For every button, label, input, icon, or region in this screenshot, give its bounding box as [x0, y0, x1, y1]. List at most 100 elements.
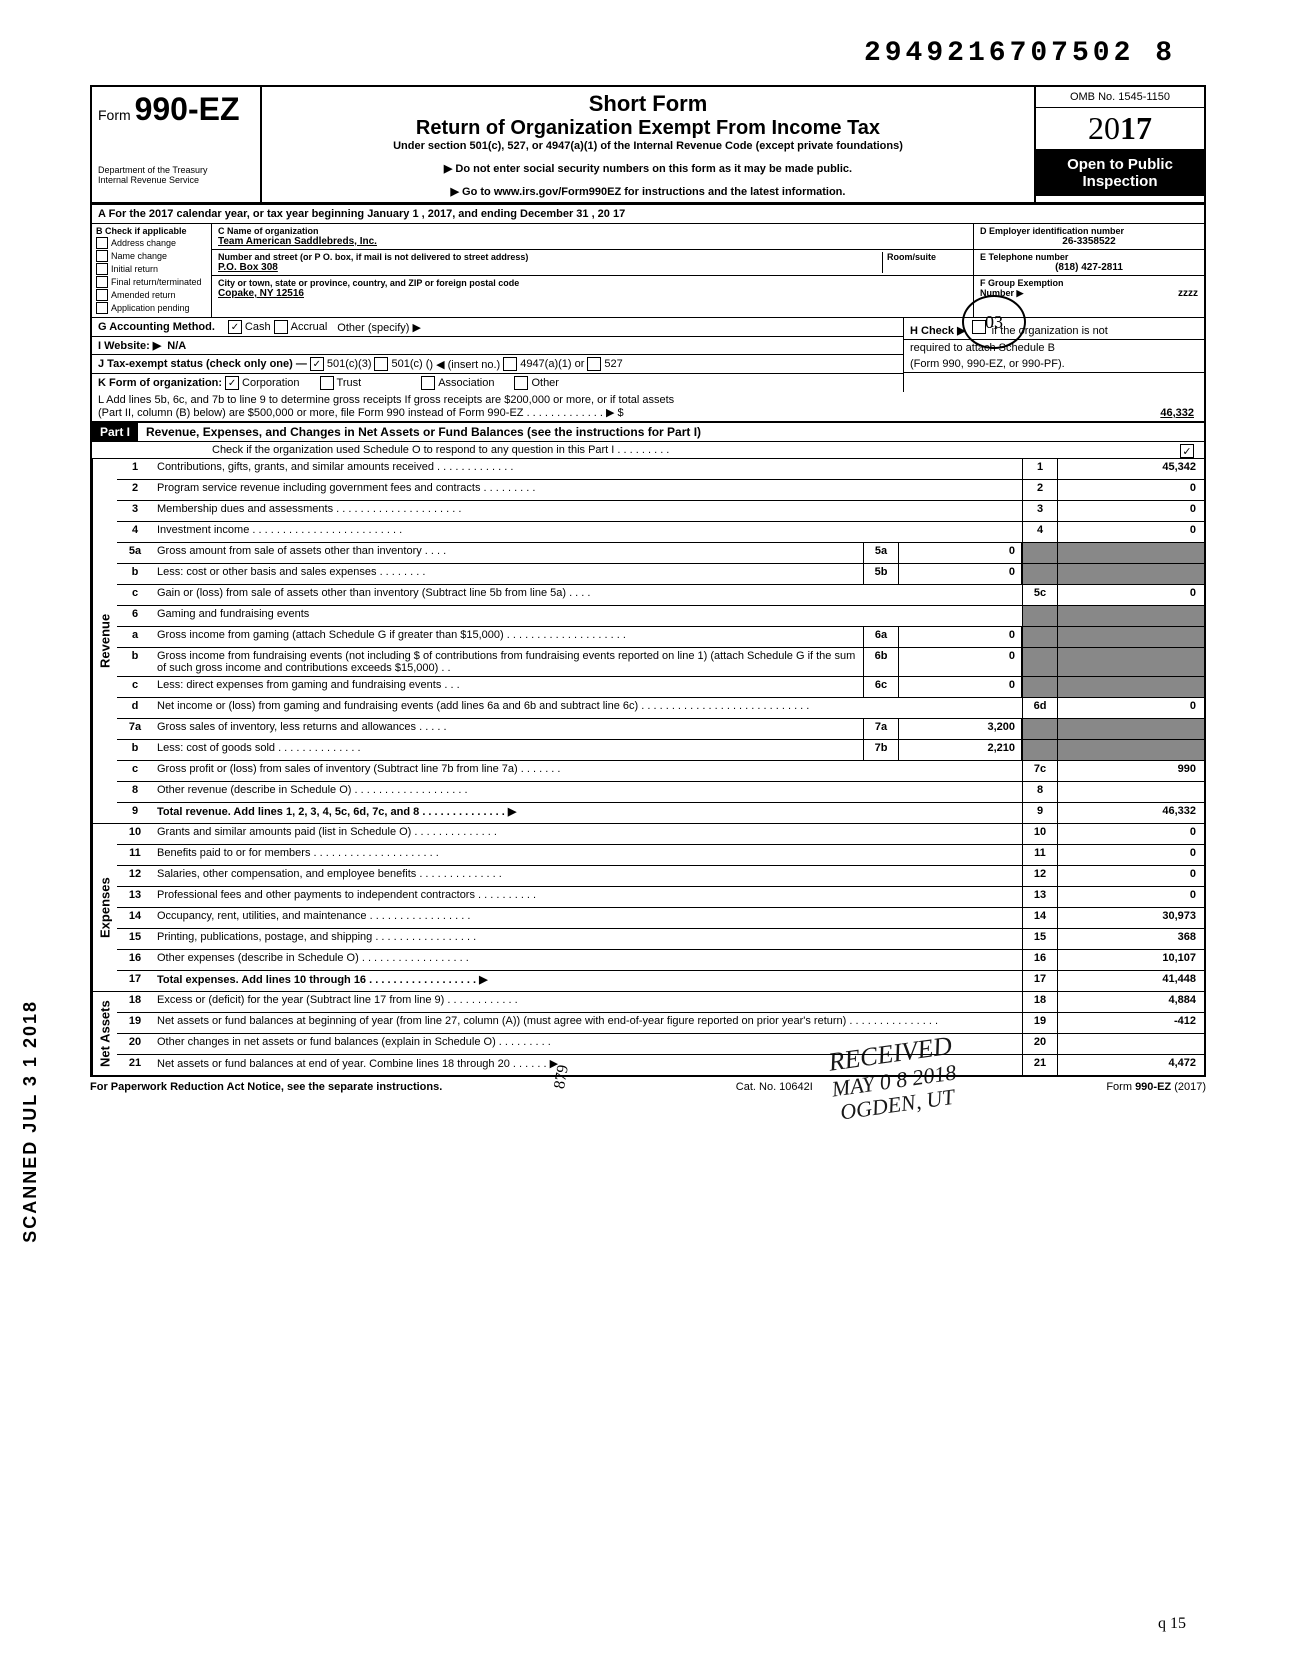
received-stamp: RECEIVED MAY 0 8 2018 OGDEN, UT [826, 1032, 961, 1126]
col-b-checkboxes: B Check if applicable Address change Nam… [92, 224, 212, 317]
page: 2949216707502 8 Form 990-EZ Department o… [0, 0, 1296, 1661]
revenue-section: Revenue 1Contributions, gifts, grants, a… [90, 459, 1206, 824]
chk-address[interactable] [96, 237, 108, 249]
part-1-label: Part I [92, 423, 138, 441]
part-1-header: Part I Revenue, Expenses, and Changes in… [90, 423, 1206, 459]
footer-right: Form Form 990-EZ (2017)990-EZ (2017) [1106, 1081, 1206, 1093]
amt-10: 0 [1058, 824, 1204, 844]
line-j-label: J Tax-exempt status (check only one) — [98, 358, 307, 370]
title-return: Return of Organization Exempt From Incom… [272, 117, 1024, 140]
amt-21: 4,472 [1058, 1055, 1204, 1075]
instruction-2: ▶ Go to www.irs.gov/Form990EZ for instru… [272, 185, 1024, 198]
lines-g-to-k: G Accounting Method. ✓ Cash Accrual Othe… [90, 318, 1206, 392]
year-suffix: 17 [1120, 110, 1152, 146]
chk-schedule-o[interactable]: ✓ [1180, 444, 1194, 458]
chk-corp[interactable]: ✓ [225, 376, 239, 390]
group-value: zzzz [1178, 288, 1198, 299]
chk-4947[interactable] [503, 357, 517, 371]
amt-4: 0 [1058, 522, 1204, 542]
amt-6c: 0 [899, 677, 1022, 697]
ein-label: D Employer identification number [980, 226, 1198, 236]
city-value: Copake, NY 12516 [218, 288, 967, 299]
amt-20 [1058, 1034, 1204, 1054]
amt-19: -412 [1058, 1013, 1204, 1033]
col-b-header: B Check if applicable [96, 226, 207, 236]
amt-11: 0 [1058, 845, 1204, 865]
line-l: L Add lines 5b, 6c, and 7b to line 9 to … [90, 392, 1206, 423]
amt-2: 0 [1058, 480, 1204, 500]
chk-amended[interactable] [96, 289, 108, 301]
line-h-3: required to attach Schedule B [904, 340, 1204, 356]
amt-5a: 0 [899, 543, 1022, 563]
website-value: N/A [167, 340, 186, 352]
amt-12: 0 [1058, 866, 1204, 886]
revenue-side-label: Revenue [92, 459, 117, 823]
footer-left: For Paperwork Reduction Act Notice, see … [90, 1081, 442, 1093]
street-value: P.O. Box 308 [218, 262, 882, 273]
amt-17: 41,448 [1058, 971, 1204, 991]
form-prefix: Form [98, 107, 131, 123]
open-to-public: Open to Public Inspection [1036, 150, 1204, 196]
chk-assoc[interactable] [421, 376, 435, 390]
amt-5c: 0 [1058, 585, 1204, 605]
tax-year: 2017 [1036, 108, 1204, 150]
title-short-form: Short Form [272, 91, 1024, 117]
room-label: Room/suite [887, 252, 967, 262]
form-number: 990-EZ [135, 91, 240, 127]
amt-7a: 3,200 [899, 719, 1022, 739]
circle-stamp: 03 [962, 295, 1026, 349]
handwritten-q15: q 15 [1158, 1615, 1186, 1633]
amt-1: 45,342 [1058, 459, 1204, 479]
amt-16: 10,107 [1058, 950, 1204, 970]
name-label: C Name of organization [218, 226, 967, 236]
amt-6a: 0 [899, 627, 1022, 647]
chk-name[interactable] [96, 250, 108, 262]
amt-6d: 0 [1058, 698, 1204, 718]
gross-receipts-amount: 46,332 [1160, 407, 1194, 419]
line-a-tax-year: A For the 2017 calendar year, or tax yea… [90, 205, 1206, 224]
tel-label: E Telephone number [980, 252, 1198, 262]
line-h-1: H Check ▶ [910, 325, 966, 337]
amt-5b: 0 [899, 564, 1022, 584]
chk-other-org[interactable] [514, 376, 528, 390]
chk-accrual[interactable] [274, 320, 288, 334]
chk-pending[interactable] [96, 302, 108, 314]
chk-cash[interactable]: ✓ [228, 320, 242, 334]
chk-final[interactable] [96, 276, 108, 288]
amt-7c: 990 [1058, 761, 1204, 781]
amt-13: 0 [1058, 887, 1204, 907]
net-assets-side-label: Net Assets [92, 992, 117, 1075]
line-h-4: (Form 990, 990-EZ, or 990-PF). [904, 356, 1204, 373]
amt-15: 368 [1058, 929, 1204, 949]
amt-3: 0 [1058, 501, 1204, 521]
line-g-label: G Accounting Method. [98, 321, 215, 333]
instruction-1: ▶ Do not enter social security numbers o… [272, 162, 1024, 175]
dln-number: 2949216707502 8 [864, 38, 1176, 69]
line-i-label: I Website: ▶ [98, 339, 161, 352]
line-k-label: K Form of organization: [98, 377, 222, 389]
tel-value: (818) 427-2811 [980, 262, 1198, 273]
year-prefix: 20 [1088, 110, 1120, 146]
org-name: Team American Saddlebreds, Inc. [218, 236, 967, 247]
ein-value: 26-3358522 [980, 236, 1198, 247]
part-1-sub: Check if the organization used Schedule … [212, 444, 669, 456]
amt-8 [1058, 782, 1204, 802]
chk-527[interactable] [587, 357, 601, 371]
expenses-section: Expenses 10Grants and similar amounts pa… [90, 824, 1206, 992]
chk-initial[interactable] [96, 263, 108, 275]
chk-501c3[interactable]: ✓ [310, 357, 324, 371]
group-label: F Group Exemption [980, 278, 1198, 288]
dept-line-2: Internal Revenue Service [98, 176, 254, 186]
footer-center: Cat. No. 10642I [736, 1081, 813, 1093]
page-footer: For Paperwork Reduction Act Notice, see … [90, 1077, 1206, 1097]
expenses-side-label: Expenses [92, 824, 117, 991]
amt-9: 46,332 [1058, 803, 1204, 823]
col-c-org-info: C Name of organization Team American Sad… [212, 224, 974, 317]
form-number-block: Form 990-EZ Department of the Treasury I… [92, 87, 262, 202]
chk-501c[interactable] [374, 357, 388, 371]
form-title-block: Short Form Return of Organization Exempt… [262, 87, 1034, 202]
omb-number: OMB No. 1545-1150 [1036, 87, 1204, 108]
chk-trust[interactable] [320, 376, 334, 390]
amt-14: 30,973 [1058, 908, 1204, 928]
scanned-stamp: SCANNED JUL 3 1 2018 [20, 1000, 41, 1243]
